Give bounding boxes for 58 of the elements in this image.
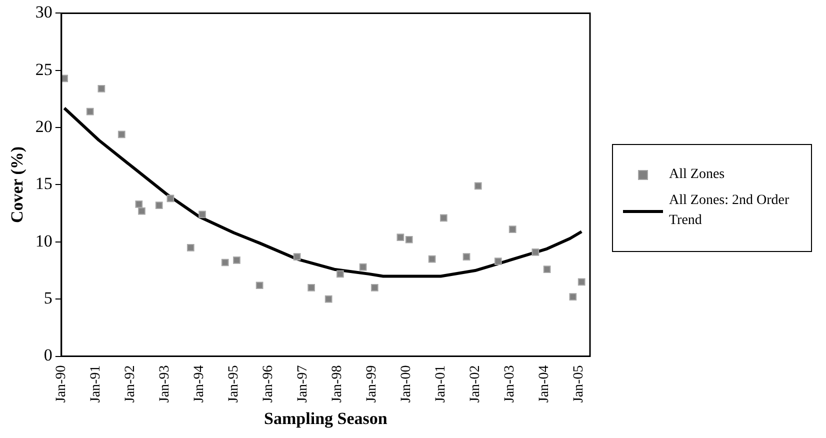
point [186,244,194,252]
x-tick-label: Jan-97 [295,365,310,403]
point [308,284,315,292]
point [198,210,206,218]
point [135,200,143,208]
point [405,236,413,244]
x-tick-label: Jan-90 [54,365,70,403]
point [293,253,301,260]
x-tick-label: Jan-96 [260,365,276,403]
point [569,293,577,300]
y-tick-label: 30 [35,2,52,22]
point [233,256,240,264]
point [474,182,482,190]
point [324,295,332,303]
x-tick-label: Jan-01 [433,365,448,403]
y-tick-label: 20 [35,117,52,136]
point [86,108,94,116]
x-tick-label: Jan-04 [536,365,552,403]
y-tick-label: 15 [35,174,52,194]
legend-label: All Zones: 2nd Order Trend [669,192,790,230]
x-tick-label: Jan-00 [398,365,414,403]
x-tick-label: Jan-03 [502,365,518,403]
point [543,266,551,274]
point [155,202,163,210]
point [462,253,470,260]
x-tick-label: Jan-99 [364,365,380,403]
x-tick-label: Jan-98 [330,365,345,403]
point [98,84,106,92]
point [494,258,502,266]
x-tick-label: Jan-94 [192,365,208,403]
point [166,194,174,202]
point [138,207,146,215]
point [508,226,516,234]
y-axis-title: Cover (%) [8,146,27,224]
legend-label: All Zones [669,166,726,184]
y-tick-label: 5 [44,288,52,308]
y-tick-label: 25 [35,60,52,79]
point [396,234,404,242]
x-tick-label: Jan-93 [158,365,173,403]
point [370,284,378,292]
y-tick-label: 10 [35,231,52,250]
x-tick-label: Jan-91 [88,365,104,403]
point [61,74,68,82]
point [118,130,126,138]
point [440,214,448,222]
x-axis-title: Sampling Season [264,409,388,428]
x-tick-label: Jan-92 [122,365,138,403]
x-tick-label: Jan-02 [468,365,483,403]
point [359,263,367,271]
x-tick-label: Jan-05 [571,365,586,403]
point [428,255,436,263]
point [336,270,344,278]
y-tick-label: 0 [44,346,52,365]
point [256,282,264,290]
x-tick-label: Jan-95 [226,365,242,403]
point [221,258,229,266]
point [532,248,540,256]
point [578,278,586,286]
